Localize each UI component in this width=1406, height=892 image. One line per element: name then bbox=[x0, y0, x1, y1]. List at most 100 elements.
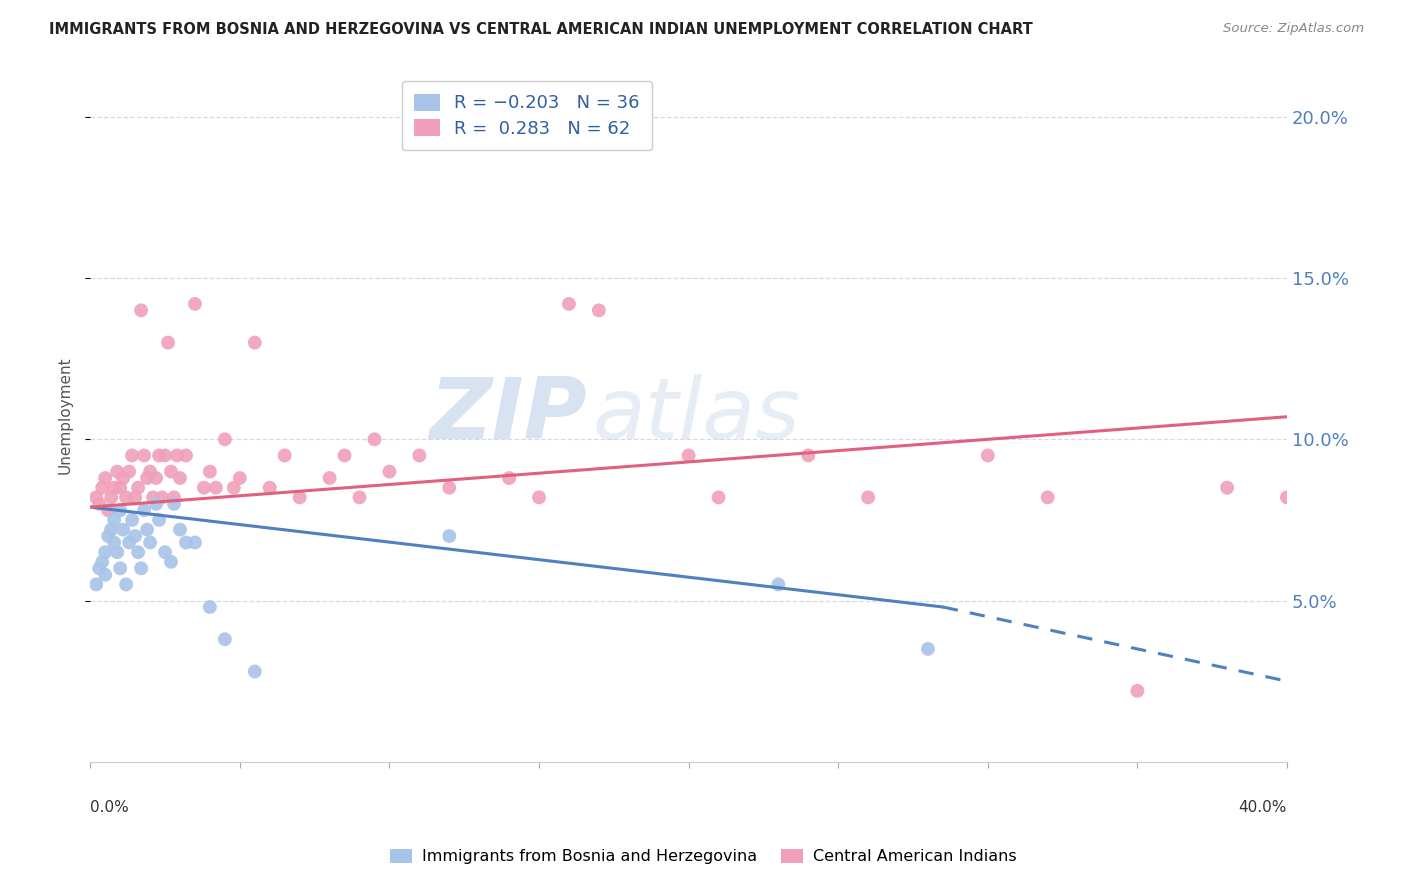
Point bbox=[105, 545, 128, 559]
Point bbox=[222, 481, 245, 495]
Point bbox=[439, 481, 461, 495]
Point bbox=[363, 433, 385, 447]
Point bbox=[527, 491, 550, 505]
Point bbox=[678, 449, 700, 463]
Point bbox=[1336, 110, 1358, 124]
Point bbox=[136, 471, 159, 485]
Point bbox=[150, 491, 173, 505]
Point bbox=[115, 577, 138, 591]
Point bbox=[132, 503, 155, 517]
Point bbox=[108, 481, 131, 495]
Text: ZIP: ZIP bbox=[429, 374, 586, 457]
Point bbox=[160, 555, 183, 569]
Point bbox=[166, 449, 188, 463]
Point bbox=[121, 513, 143, 527]
Text: IMMIGRANTS FROM BOSNIA AND HERZEGOVINA VS CENTRAL AMERICAN INDIAN UNEMPLOYMENT C: IMMIGRANTS FROM BOSNIA AND HERZEGOVINA V… bbox=[49, 22, 1033, 37]
Point bbox=[214, 632, 236, 647]
Point bbox=[198, 465, 221, 479]
Point bbox=[318, 471, 340, 485]
Point bbox=[288, 491, 311, 505]
Point bbox=[184, 297, 207, 311]
Text: Source: ZipAtlas.com: Source: ZipAtlas.com bbox=[1223, 22, 1364, 36]
Point bbox=[127, 481, 149, 495]
Point bbox=[917, 641, 939, 656]
Point bbox=[105, 465, 128, 479]
Point bbox=[94, 471, 117, 485]
Point bbox=[148, 513, 170, 527]
Point bbox=[588, 303, 610, 318]
Point bbox=[498, 471, 520, 485]
Point bbox=[174, 535, 197, 549]
Point bbox=[94, 545, 117, 559]
Point bbox=[145, 471, 167, 485]
Point bbox=[103, 481, 125, 495]
Point bbox=[142, 491, 165, 505]
Point bbox=[977, 449, 1000, 463]
Point bbox=[97, 503, 120, 517]
Point bbox=[89, 561, 111, 575]
Point bbox=[439, 529, 461, 543]
Y-axis label: Unemployment: Unemployment bbox=[58, 356, 72, 474]
Point bbox=[132, 449, 155, 463]
Point bbox=[198, 600, 221, 615]
Point bbox=[193, 481, 215, 495]
Point bbox=[129, 561, 152, 575]
Legend: Immigrants from Bosnia and Herzegovina, Central American Indians: Immigrants from Bosnia and Herzegovina, … bbox=[384, 842, 1022, 871]
Point bbox=[100, 491, 122, 505]
Point bbox=[349, 491, 371, 505]
Point bbox=[91, 481, 114, 495]
Point bbox=[112, 523, 135, 537]
Point bbox=[1036, 491, 1059, 505]
Point bbox=[124, 529, 146, 543]
Point bbox=[243, 335, 266, 350]
Point bbox=[112, 471, 135, 485]
Point bbox=[174, 449, 197, 463]
Point bbox=[408, 449, 430, 463]
Point bbox=[1216, 481, 1239, 495]
Point bbox=[127, 545, 149, 559]
Text: 0.0%: 0.0% bbox=[90, 800, 129, 815]
Point bbox=[89, 497, 111, 511]
Point bbox=[115, 491, 138, 505]
Point bbox=[108, 561, 131, 575]
Point bbox=[91, 555, 114, 569]
Point bbox=[856, 491, 879, 505]
Point bbox=[124, 491, 146, 505]
Point bbox=[205, 481, 228, 495]
Point bbox=[273, 449, 295, 463]
Point bbox=[129, 303, 152, 318]
Point bbox=[139, 465, 162, 479]
Point bbox=[163, 491, 186, 505]
Point bbox=[94, 567, 117, 582]
Point bbox=[103, 513, 125, 527]
Point bbox=[768, 577, 790, 591]
Point bbox=[118, 465, 141, 479]
Point bbox=[378, 465, 401, 479]
Point bbox=[148, 449, 170, 463]
Point bbox=[97, 529, 120, 543]
Point bbox=[160, 465, 183, 479]
Point bbox=[163, 497, 186, 511]
Point bbox=[259, 481, 281, 495]
Point bbox=[169, 471, 191, 485]
Point bbox=[1275, 491, 1298, 505]
Point bbox=[108, 503, 131, 517]
Point bbox=[169, 523, 191, 537]
Point bbox=[84, 491, 107, 505]
Point bbox=[333, 449, 356, 463]
Point bbox=[1126, 683, 1149, 698]
Point bbox=[153, 449, 176, 463]
Point bbox=[243, 665, 266, 679]
Point bbox=[558, 297, 581, 311]
Point bbox=[153, 545, 176, 559]
Text: 40.0%: 40.0% bbox=[1239, 800, 1286, 815]
Point bbox=[184, 535, 207, 549]
Point bbox=[103, 535, 125, 549]
Point bbox=[139, 535, 162, 549]
Point bbox=[118, 535, 141, 549]
Legend: R = −0.203   N = 36, R =  0.283   N = 62: R = −0.203 N = 36, R = 0.283 N = 62 bbox=[402, 81, 652, 150]
Point bbox=[121, 449, 143, 463]
Text: atlas: atlas bbox=[593, 374, 801, 457]
Point bbox=[157, 335, 180, 350]
Point bbox=[145, 497, 167, 511]
